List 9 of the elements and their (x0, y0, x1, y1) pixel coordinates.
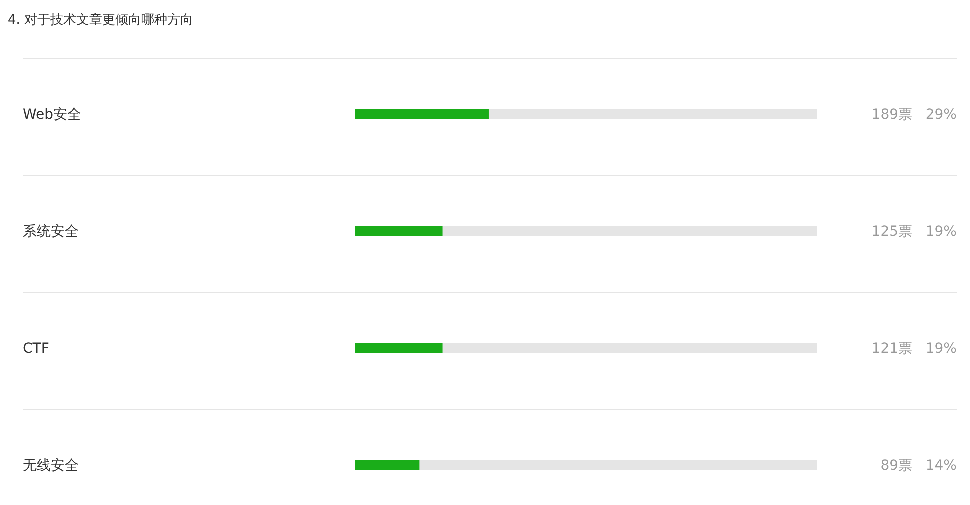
y-tick-label: Web安全 (23, 107, 82, 123)
data-label: 125票 19% (872, 224, 957, 240)
y-tick-label: 系统安全 (23, 224, 79, 240)
data-label: 189票 29% (872, 107, 957, 123)
data-label: 121票 19% (872, 341, 957, 357)
y-tick-label: 无线安全 (23, 458, 79, 474)
y-tick-label: CTF (23, 341, 50, 357)
data-label: 89票 14% (880, 458, 957, 474)
text: 4. 对于技术文章更倾向哪种方向 (8, 12, 194, 28)
